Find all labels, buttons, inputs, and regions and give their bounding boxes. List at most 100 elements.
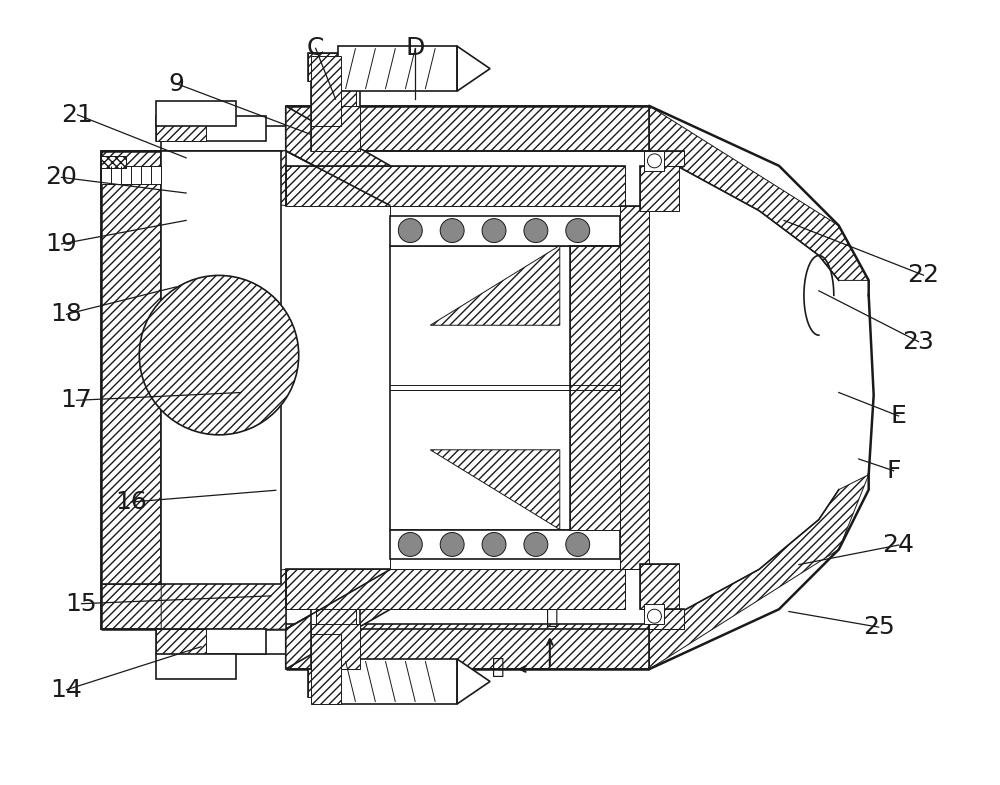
Bar [620, 206, 649, 569]
Bar [308, 669, 338, 697]
Bar [101, 151, 161, 584]
Circle shape [647, 154, 661, 168]
Bar [286, 166, 625, 206]
Text: 25: 25 [863, 615, 895, 639]
Circle shape [524, 218, 548, 243]
Bar [286, 569, 625, 609]
Bar [308, 53, 338, 81]
Text: 14: 14 [51, 677, 82, 702]
Polygon shape [649, 475, 869, 669]
Circle shape [139, 276, 299, 435]
Bar [101, 151, 286, 195]
Text: 24: 24 [883, 533, 915, 557]
Bar [640, 166, 679, 210]
Text: 22: 22 [907, 263, 939, 287]
Bar [308, 53, 338, 81]
Bar [311, 624, 360, 669]
Bar [390, 530, 620, 560]
Text: 17: 17 [61, 389, 92, 412]
Bar [640, 166, 679, 210]
Bar [308, 669, 338, 697]
Bar [570, 246, 620, 530]
Circle shape [440, 218, 464, 243]
Polygon shape [286, 569, 390, 669]
Polygon shape [430, 450, 560, 530]
Bar [311, 634, 341, 704]
Bar [286, 569, 625, 609]
Bar [640, 166, 679, 210]
Bar [156, 629, 206, 654]
Circle shape [647, 609, 661, 623]
Circle shape [440, 532, 464, 557]
Bar [390, 530, 620, 569]
Bar [101, 151, 286, 195]
Bar [649, 151, 684, 166]
Bar [649, 609, 684, 629]
Polygon shape [457, 46, 490, 91]
Polygon shape [430, 246, 560, 325]
Bar [649, 609, 684, 629]
Bar [286, 106, 649, 151]
Bar [156, 116, 206, 141]
Bar [161, 151, 281, 584]
Text: 20: 20 [46, 166, 77, 189]
Bar [311, 57, 341, 126]
Circle shape [482, 218, 506, 243]
Text: 18: 18 [51, 302, 82, 327]
Bar [286, 166, 625, 206]
Bar [311, 624, 360, 669]
Polygon shape [161, 151, 286, 206]
Bar [620, 206, 649, 569]
Bar [156, 629, 266, 654]
Bar [308, 669, 338, 697]
Bar [286, 624, 649, 669]
Bar [644, 151, 664, 171]
Circle shape [398, 532, 422, 557]
Text: 15: 15 [66, 592, 97, 615]
Bar [649, 151, 684, 166]
Bar [311, 57, 341, 126]
Bar [649, 151, 684, 166]
Bar [338, 46, 457, 91]
Bar [570, 246, 620, 530]
Text: E: E [891, 404, 907, 428]
Bar [286, 106, 649, 151]
Bar [338, 659, 457, 704]
Bar [311, 106, 360, 151]
Circle shape [566, 532, 590, 557]
Bar [644, 604, 664, 624]
Bar [101, 156, 126, 168]
Bar [390, 246, 620, 530]
Bar [308, 53, 338, 81]
Bar [316, 599, 356, 669]
Text: 16: 16 [115, 490, 147, 514]
Bar [101, 584, 286, 629]
Bar [156, 629, 206, 654]
Bar [311, 81, 360, 151]
Bar [640, 564, 679, 609]
Bar [101, 584, 286, 629]
Text: D: D [406, 36, 425, 60]
Polygon shape [649, 106, 869, 280]
Bar [311, 106, 360, 151]
Circle shape [482, 532, 506, 557]
Text: F: F [886, 458, 901, 483]
Bar [101, 151, 161, 584]
Circle shape [566, 218, 590, 243]
Circle shape [398, 218, 422, 243]
Bar [156, 116, 206, 141]
Bar [286, 624, 649, 669]
Text: 21: 21 [62, 103, 93, 127]
Bar [156, 116, 266, 141]
Bar [156, 654, 236, 679]
Text: 23: 23 [903, 330, 934, 354]
Text: C: C [307, 36, 324, 60]
Bar [390, 216, 620, 246]
Bar [101, 156, 126, 168]
Bar [101, 156, 126, 168]
Bar [649, 609, 684, 629]
Bar [640, 564, 679, 609]
Polygon shape [457, 659, 490, 704]
Bar [570, 246, 620, 530]
Bar [316, 599, 356, 669]
